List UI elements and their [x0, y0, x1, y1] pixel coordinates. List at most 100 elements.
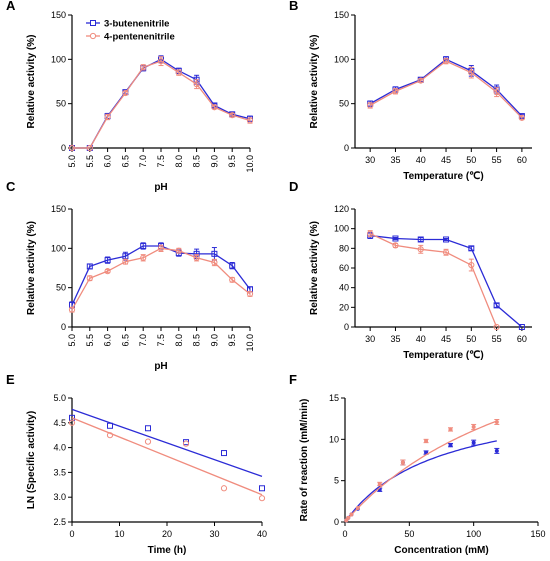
- x-tick-label: 8.0: [174, 334, 184, 347]
- legend-marker: [90, 20, 96, 26]
- x-tick-label: 40: [416, 334, 426, 344]
- y-tick-label: 60: [339, 263, 349, 273]
- y-tick-label: 10: [329, 434, 339, 444]
- data-point: [144, 438, 152, 445]
- x-tick-label: 60: [517, 155, 527, 165]
- y-tick-label: 100: [334, 54, 349, 64]
- y-tick-label: 50: [339, 99, 349, 109]
- fit-line: [71, 408, 263, 477]
- data-point: [443, 236, 450, 243]
- y-tick-label: 50: [56, 283, 66, 293]
- series-blue: [344, 439, 500, 523]
- x-tick-label: 7.5: [156, 155, 166, 168]
- fit-curve: [344, 440, 497, 523]
- data-point: [355, 505, 360, 510]
- x-tick-label: 50: [466, 155, 476, 165]
- panel-e: E 2.5 3.0 3.5 4.0 4.5 5.0 0 10 20 30 40 Time (h) LN (…: [6, 372, 267, 556]
- data-point: [493, 323, 500, 331]
- y-tick-label: 5.0: [53, 393, 66, 403]
- y-tick-label: 0: [61, 143, 66, 153]
- x-tick-label: 150: [530, 529, 545, 539]
- y-tick-label: 150: [51, 204, 66, 214]
- x-tick-label: 6.0: [103, 155, 113, 168]
- x-tick-label: 35: [390, 155, 400, 165]
- y-tick-label: 150: [51, 10, 66, 20]
- y-tick-label: 15: [329, 393, 339, 403]
- data-point: [106, 432, 114, 439]
- y-axis-label: LN (Specific activity): [26, 411, 37, 509]
- x-tick-label: 7.5: [156, 334, 166, 347]
- data-point: [221, 450, 227, 457]
- data-point: [140, 64, 147, 71]
- x-tick-label: 45: [441, 334, 451, 344]
- x-tick-label: 8.0: [174, 155, 184, 168]
- data-point: [175, 247, 182, 254]
- y-tick-label: 20: [339, 302, 349, 312]
- x-axis-label: Concentration (mM): [394, 545, 488, 556]
- data-point: [229, 262, 236, 269]
- data-point: [417, 246, 424, 253]
- x-tick-label: 40: [416, 155, 426, 165]
- x-tick-label: 0: [69, 529, 74, 539]
- x-tick-label: 10.0: [245, 155, 255, 173]
- y-tick-label: 100: [51, 243, 66, 253]
- series-red: [68, 56, 254, 152]
- y-tick-label: 4.0: [53, 443, 66, 453]
- panel-label: B: [289, 0, 298, 13]
- data-point: [86, 144, 93, 152]
- x-tick-label: 30: [365, 155, 375, 165]
- data-point: [140, 254, 147, 261]
- x-tick-label: 10.0: [245, 334, 255, 352]
- data-point: [175, 69, 182, 76]
- series-blue: [367, 232, 525, 330]
- data-point: [392, 242, 399, 249]
- panel-label: D: [289, 179, 298, 194]
- data-point: [211, 250, 218, 257]
- series-line: [71, 247, 251, 311]
- data-point: [86, 275, 93, 282]
- series-blue: [367, 56, 525, 120]
- series-line: [369, 232, 498, 328]
- y-tick-label: 3.5: [53, 467, 66, 477]
- data-point: [471, 424, 476, 429]
- data-point: [518, 114, 525, 121]
- y-tick-label: 120: [334, 204, 349, 214]
- data-point: [442, 58, 450, 65]
- y-tick-label: 0: [334, 517, 339, 527]
- data-point: [493, 302, 500, 309]
- data-point: [417, 77, 424, 84]
- data-point: [68, 144, 76, 152]
- y-tick-label: 4.5: [53, 418, 66, 428]
- x-axis-label: pH: [154, 182, 167, 193]
- data-point: [377, 481, 382, 486]
- y-axis-label: Rate of reaction (mM/min): [299, 399, 310, 522]
- x-tick-label: 7.0: [138, 334, 148, 347]
- x-tick-label: 7.0: [138, 155, 148, 168]
- panel-a: A 0 50 100 150 5.0 5.5 6.0 6.5 7.0 7.5 8.0 8.5 9.0 9.5…: [6, 0, 255, 193]
- series-line: [71, 245, 251, 306]
- data-point: [468, 245, 475, 252]
- legend: 3-butenenitrile 4-pentenenitrile: [86, 19, 175, 43]
- x-tick-label: 50: [466, 334, 476, 344]
- x-axis-label: pH: [154, 361, 167, 372]
- y-tick-label: 2.5: [53, 517, 66, 527]
- data-point: [392, 235, 399, 242]
- data-point: [259, 485, 265, 492]
- data-point: [211, 104, 218, 111]
- y-tick-label: 0: [61, 322, 66, 332]
- y-axis-label: Relative activity (%): [309, 221, 320, 315]
- x-tick-label: 5.5: [85, 334, 95, 347]
- data-point: [229, 112, 236, 119]
- panel-label: A: [6, 0, 16, 13]
- x-tick-label: 55: [492, 155, 502, 165]
- legend-label: 4-pentenenitrile: [104, 32, 175, 43]
- y-tick-label: 5: [334, 476, 339, 486]
- data-point: [122, 258, 129, 265]
- data-point: [448, 443, 453, 448]
- y-tick-label: 100: [51, 54, 66, 64]
- y-tick-label: 100: [334, 224, 349, 234]
- data-point: [157, 245, 165, 252]
- data-point: [349, 512, 354, 517]
